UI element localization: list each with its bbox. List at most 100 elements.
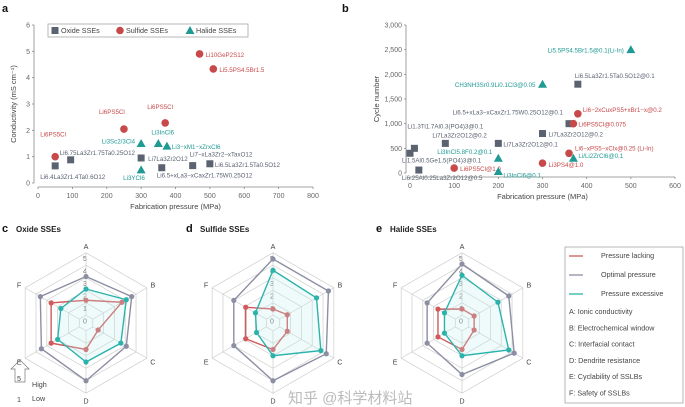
- scale-key: 5 High 1 Low: [10, 359, 47, 404]
- series-polygon: [254, 269, 322, 357]
- point-label: Li6−2xCuxPS5+xBr1−x@0.2: [583, 107, 663, 114]
- point-label: Li10GeP2S12: [206, 52, 245, 59]
- panel-title: Halide SSEs: [390, 225, 437, 234]
- axis-label-C: C: [337, 358, 342, 367]
- point-label: Li6PS5Cl@0.075: [578, 122, 626, 129]
- data-point: [506, 293, 512, 299]
- point-label: Li6PS5Cl: [147, 104, 173, 111]
- watermark: 知乎 @科学材料站: [288, 390, 412, 407]
- square-marker: [51, 27, 59, 34]
- point-label: Li6.5La3Zr1.5Ta0.5O12@0.1: [575, 73, 655, 80]
- point-label: Li6.4La3Zr1.4Ta0.6O12: [40, 174, 106, 181]
- scatter-chart-a: 0 100 200 300 400 500 600 700 800 0 1 2 3 4 5 6 Fabricat…: [9, 23, 319, 212]
- point-label: Li6.5+xLa3−xCaxZr1.75W0.25O12@0.1: [452, 110, 563, 117]
- panel-label-d: d: [186, 223, 193, 235]
- data-point: [441, 330, 448, 336]
- panel-label-b: b: [342, 3, 349, 15]
- point-label: Li7La3Zr2O12: [148, 156, 188, 163]
- x-tick-label: 0: [36, 193, 40, 200]
- triangle-marker: [185, 26, 195, 34]
- data-point: [231, 297, 237, 303]
- axis-label-A: A: [84, 242, 89, 251]
- ring-label: 5: [83, 256, 87, 263]
- square-marker: [574, 80, 582, 88]
- data-point: [459, 306, 465, 312]
- ring-label: 3: [459, 281, 463, 288]
- panel-label-a: a: [2, 3, 9, 15]
- data-point: [48, 300, 54, 306]
- x-tick-label: 500: [625, 183, 637, 190]
- square-marker: [415, 166, 423, 174]
- point-label: Li3InCl6: [151, 130, 174, 137]
- axis-label-D: D: [83, 396, 88, 405]
- y-tick-label: 2,500: [384, 47, 402, 54]
- circle-marker: [574, 110, 582, 118]
- legend-axis-label: D: Dendrite resistance: [569, 356, 640, 365]
- point-label: Li6.5+xLa3−xCaxZr1.75W0.25O12: [157, 173, 253, 180]
- circle-marker: [120, 125, 128, 133]
- point-label: Li6.5La3Zr1.5Ta0.5O12: [215, 162, 281, 169]
- point-label: Li7La3Zr2O12@0.1: [503, 141, 558, 148]
- ring-label: 0: [459, 319, 463, 326]
- axis-label-A: A: [460, 242, 465, 251]
- ring-label: 5: [459, 256, 463, 263]
- data-point: [511, 350, 517, 356]
- data-point: [318, 348, 324, 354]
- square-marker: [494, 139, 502, 147]
- scale-high-label: High: [32, 380, 47, 389]
- x-tick-label: 600: [238, 193, 250, 200]
- data-point: [83, 273, 89, 280]
- y-tick-label: 1: [26, 154, 30, 161]
- circle-marker: [195, 50, 204, 58]
- y-tick-label: 3,000: [384, 23, 402, 30]
- data-point: [459, 272, 465, 278]
- radar-chart-c: c Oxide SSEs 0 1 2 3 4 5 A B C D E F: [2, 223, 156, 405]
- circle-marker: [51, 152, 59, 161]
- data-point: [48, 340, 54, 346]
- triangle-marker: [538, 79, 547, 88]
- data-point: [270, 353, 276, 359]
- legend-axis-label: F: Safety of SSLBs: [569, 389, 630, 398]
- axis-label-E: E: [204, 358, 209, 367]
- data-point: [471, 313, 477, 319]
- legend-series-label: Optimal pressure: [601, 270, 656, 279]
- x-tick-label: 400: [581, 183, 593, 190]
- circle-marker: [565, 149, 573, 158]
- circle-marker: [538, 159, 547, 167]
- x-tick-label: 300: [135, 193, 147, 200]
- ring-label: 1: [83, 306, 87, 313]
- square-marker: [565, 120, 573, 128]
- ring-label: 4: [459, 269, 463, 276]
- point-label: Li1.5Al0.5Ge1.5(PO4)3@0.1: [402, 157, 482, 164]
- data-point: [284, 328, 290, 334]
- data-point: [95, 327, 101, 333]
- axis-label-A: A: [271, 242, 276, 251]
- point-label: Li6PS5Cl: [99, 109, 125, 116]
- ring-label: 3: [83, 281, 87, 288]
- data-point: [495, 299, 501, 305]
- square-marker: [406, 149, 414, 157]
- data-point: [435, 334, 441, 340]
- data-point: [118, 340, 124, 346]
- x-tick-label: 200: [101, 193, 113, 200]
- ring-label: 4: [83, 269, 87, 276]
- y-axis-label: Conductivity (mS cm⁻¹): [9, 65, 18, 143]
- legend-axis-label: A: Ionic conductivity: [569, 307, 633, 316]
- circle-marker: [161, 119, 169, 127]
- data-point: [435, 306, 441, 312]
- legend-entry: Oxide SSEs: [61, 26, 100, 35]
- square-marker: [67, 156, 75, 164]
- data-point: [270, 306, 276, 312]
- axis-label-B: B: [338, 280, 343, 289]
- y-tick-label: 500: [390, 146, 402, 153]
- data-point: [270, 256, 276, 262]
- panel-label-e: e: [376, 223, 382, 235]
- axis-label-B: B: [527, 280, 532, 289]
- point-label: Li7−xLa3Zr2−xTaxO12: [190, 152, 253, 159]
- legend-axis-label: C: Interfacial contact: [569, 340, 635, 349]
- data-point: [424, 340, 430, 346]
- ring-label: 2: [459, 294, 463, 301]
- square-marker: [158, 164, 166, 172]
- ring-label: 0: [270, 319, 274, 326]
